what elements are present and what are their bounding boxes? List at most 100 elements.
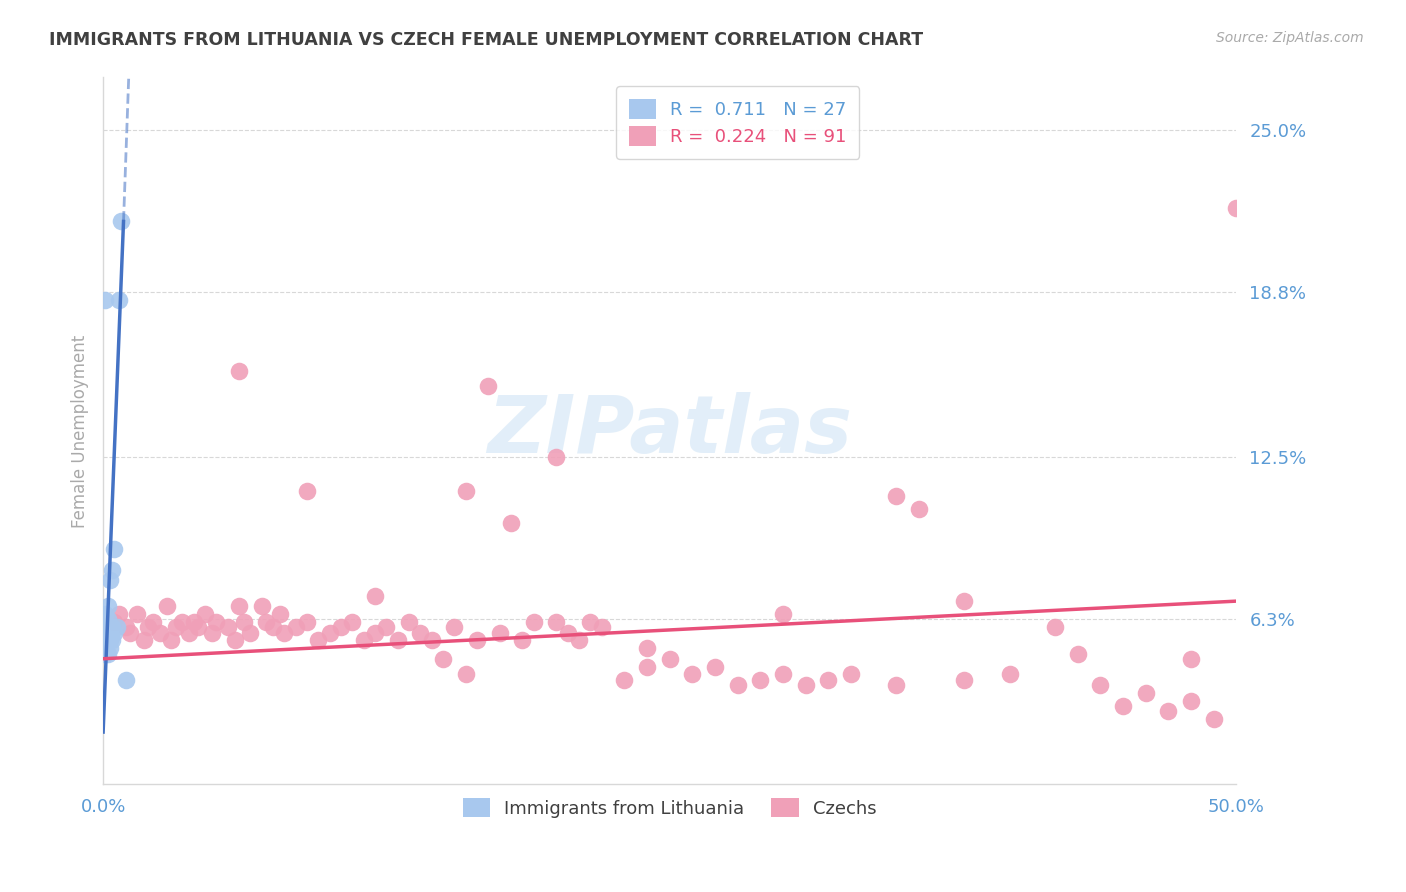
Point xyxy=(908,502,931,516)
Point xyxy=(443,620,465,634)
Point xyxy=(114,673,136,687)
Point xyxy=(523,615,546,629)
Point xyxy=(465,633,488,648)
Point xyxy=(295,615,318,629)
Point xyxy=(794,678,817,692)
Point xyxy=(557,625,579,640)
Point xyxy=(1225,202,1247,216)
Point xyxy=(194,607,217,622)
Point xyxy=(132,633,155,648)
Point xyxy=(1157,704,1180,718)
Point xyxy=(269,607,291,622)
Point xyxy=(364,589,387,603)
Point xyxy=(681,667,703,681)
Point xyxy=(138,620,160,634)
Point xyxy=(772,607,794,622)
Point xyxy=(319,625,342,640)
Point xyxy=(97,599,120,614)
Point xyxy=(454,484,477,499)
Point xyxy=(512,633,534,648)
Point xyxy=(127,607,149,622)
Point xyxy=(142,615,165,629)
Point xyxy=(704,659,727,673)
Point xyxy=(228,364,250,378)
Point xyxy=(1066,647,1088,661)
Point xyxy=(1180,652,1202,666)
Point xyxy=(364,625,387,640)
Point xyxy=(94,628,117,642)
Point xyxy=(108,607,131,622)
Point xyxy=(108,293,131,307)
Y-axis label: Female Unemployment: Female Unemployment xyxy=(72,334,89,527)
Point xyxy=(727,678,749,692)
Point xyxy=(579,615,602,629)
Point xyxy=(120,625,142,640)
Point xyxy=(330,620,353,634)
Point xyxy=(398,615,420,629)
Point xyxy=(568,633,591,648)
Point xyxy=(1202,712,1225,726)
Point xyxy=(149,625,172,640)
Point xyxy=(165,620,187,634)
Point xyxy=(101,563,124,577)
Point xyxy=(94,641,117,656)
Point xyxy=(94,293,117,307)
Point xyxy=(94,607,117,622)
Point xyxy=(205,615,228,629)
Legend: Immigrants from Lithuania, Czechs: Immigrants from Lithuania, Czechs xyxy=(456,790,884,825)
Point xyxy=(749,673,772,687)
Point xyxy=(97,633,120,648)
Point xyxy=(97,625,120,640)
Point xyxy=(1043,620,1066,634)
Point xyxy=(499,516,522,530)
Text: Source: ZipAtlas.com: Source: ZipAtlas.com xyxy=(1216,31,1364,45)
Point xyxy=(224,633,246,648)
Point xyxy=(1135,686,1157,700)
Point xyxy=(97,620,120,634)
Point xyxy=(817,673,839,687)
Point xyxy=(420,633,443,648)
Point xyxy=(432,652,454,666)
Point xyxy=(772,667,794,681)
Point xyxy=(387,633,409,648)
Point xyxy=(172,615,194,629)
Point xyxy=(114,620,136,634)
Point xyxy=(94,633,117,648)
Point xyxy=(101,633,124,648)
Point xyxy=(839,667,862,681)
Point xyxy=(179,625,201,640)
Point xyxy=(262,620,284,634)
Point xyxy=(1112,698,1135,713)
Point xyxy=(101,620,124,634)
Point xyxy=(477,379,499,393)
Point xyxy=(613,673,636,687)
Point xyxy=(239,625,262,640)
Point xyxy=(217,620,239,634)
Point xyxy=(103,615,125,629)
Point xyxy=(454,667,477,681)
Point xyxy=(232,615,254,629)
Point xyxy=(228,599,250,614)
Point xyxy=(273,625,295,640)
Point xyxy=(103,541,125,556)
Point xyxy=(105,620,128,634)
Point xyxy=(110,214,132,228)
Point xyxy=(98,573,121,587)
Point xyxy=(488,625,510,640)
Point xyxy=(636,659,658,673)
Point xyxy=(342,615,364,629)
Text: ZIPatlas: ZIPatlas xyxy=(486,392,852,470)
Point xyxy=(953,594,976,608)
Point xyxy=(97,647,120,661)
Point xyxy=(1180,693,1202,707)
Point xyxy=(98,641,121,656)
Point xyxy=(375,620,398,634)
Point xyxy=(884,489,907,503)
Point xyxy=(307,633,329,648)
Point xyxy=(884,678,907,692)
Point xyxy=(98,620,121,634)
Point xyxy=(187,620,209,634)
Text: IMMIGRANTS FROM LITHUANIA VS CZECH FEMALE UNEMPLOYMENT CORRELATION CHART: IMMIGRANTS FROM LITHUANIA VS CZECH FEMAL… xyxy=(49,31,924,49)
Point xyxy=(183,615,205,629)
Point xyxy=(201,625,224,640)
